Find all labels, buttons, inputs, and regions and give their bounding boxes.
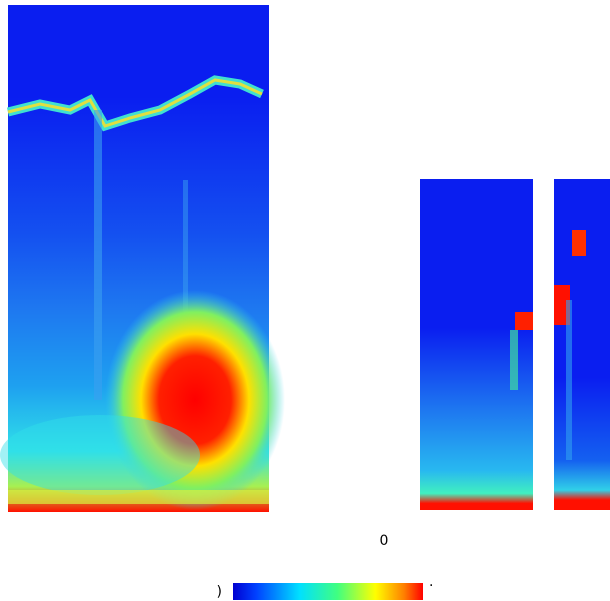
left-panel — [0, 5, 285, 512]
heatmap-band-core — [7, 78, 263, 128]
axis-label: 0 — [380, 533, 389, 549]
heatmap-streak — [183, 180, 188, 370]
heatmap-streak — [566, 300, 572, 460]
colorbar-label: . — [429, 574, 433, 590]
heatmap-streak — [510, 330, 518, 390]
heatmap-hotspot — [105, 290, 285, 510]
heatmap-region — [0, 415, 200, 495]
colorbar — [233, 583, 423, 600]
middle-panel — [420, 179, 533, 510]
heatmap-hotspot — [572, 230, 586, 256]
heatmap-streak — [94, 110, 102, 400]
colorbar-label: ) — [217, 584, 222, 600]
right-panel — [554, 179, 610, 510]
heatmap-band — [8, 490, 269, 504]
heatmap-hotspot — [515, 312, 533, 330]
heatmap-background — [554, 179, 610, 510]
